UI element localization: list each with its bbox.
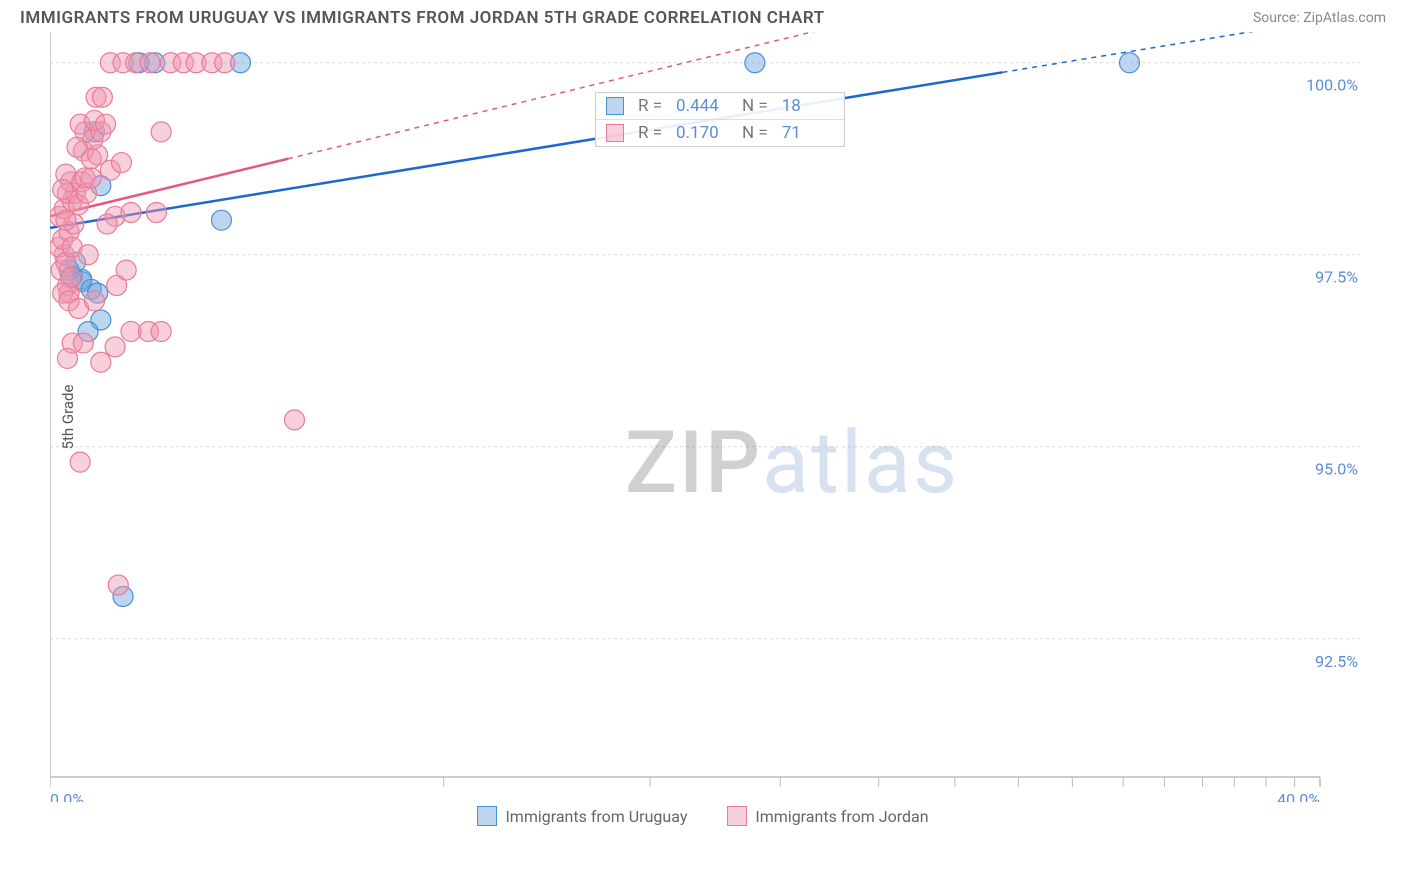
legend-item: Immigrants from Jordan [727, 806, 928, 826]
scatter-chart: 92.5% 95.0% 97.5% 100.0% 0.0% 40.0% [50, 32, 1366, 802]
legend-swatch [727, 806, 747, 826]
legend-item: Immigrants from Uruguay [477, 806, 687, 826]
r-label: R = [638, 96, 662, 116]
series-swatch [606, 124, 624, 142]
n-label: N = [742, 96, 768, 116]
n-value: 18 [782, 96, 834, 116]
correlation-legend: R = 0.444 N = 18 R = 0.170 N = 71 [595, 92, 845, 147]
chart-source: Source: ZipAtlas.com [1253, 10, 1386, 26]
svg-text:95.0%: 95.0% [1315, 460, 1358, 479]
svg-text:40.0%: 40.0% [1277, 790, 1320, 802]
svg-text:92.5%: 92.5% [1315, 652, 1358, 671]
legend-label: Immigrants from Jordan [755, 807, 928, 826]
n-value: 71 [782, 123, 834, 143]
r-value: 0.170 [676, 123, 728, 143]
chart-header: IMMIGRANTS FROM URUGUAY VS IMMIGRANTS FR… [0, 0, 1406, 32]
svg-text:0.0%: 0.0% [50, 790, 84, 802]
r-label: R = [638, 123, 662, 143]
series-legend: Immigrants from Uruguay Immigrants from J… [0, 806, 1406, 826]
y-axis-label: 5th Grade [59, 385, 77, 450]
n-label: N = [742, 123, 768, 143]
series-swatch [606, 97, 624, 115]
chart-title: IMMIGRANTS FROM URUGUAY VS IMMIGRANTS FR… [20, 8, 825, 28]
legend-label: Immigrants from Uruguay [505, 807, 687, 826]
correlation-row: R = 0.170 N = 71 [596, 120, 844, 146]
correlation-row: R = 0.444 N = 18 [596, 93, 844, 120]
svg-text:100.0%: 100.0% [1306, 76, 1358, 95]
legend-swatch [477, 806, 497, 826]
chart-area: 5th Grade 92.5% 95.0% 97.5% 100.0% 0.0% 40.0%… [50, 32, 1406, 802]
svg-text:97.5%: 97.5% [1315, 268, 1358, 287]
r-value: 0.444 [676, 96, 728, 116]
